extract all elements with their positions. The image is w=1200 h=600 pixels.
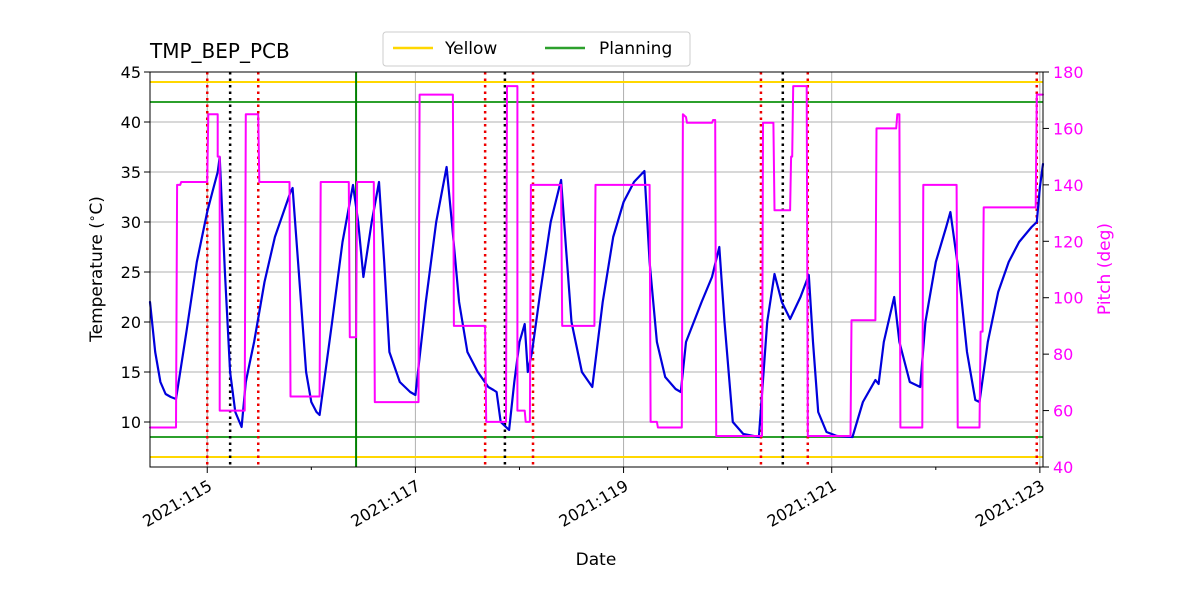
- y-right-tick-label: 180: [1053, 63, 1084, 82]
- legend-label-planning: Planning: [599, 39, 672, 59]
- y-tick-label: 30: [121, 213, 141, 232]
- plot-frame: [149, 71, 1044, 468]
- y-right-tick-label: 80: [1053, 345, 1073, 364]
- series-line-temperature: [148, 155, 1045, 439]
- y-right-tick-label: 40: [1053, 458, 1073, 477]
- y-right-tick-label: 160: [1053, 119, 1084, 138]
- x-axis-title: Date: [576, 550, 617, 570]
- y-axis-title-unit: C): [87, 196, 107, 215]
- limit-lines: [150, 81, 1043, 458]
- y-right-tick-label: 140: [1053, 176, 1084, 195]
- y-tick-label: 20: [121, 313, 141, 332]
- y-tick-label: 45: [121, 63, 141, 82]
- legend-label-yellow: Yellow: [444, 39, 497, 59]
- y-tick-label: 10: [121, 413, 141, 432]
- y-tick-label: 40: [121, 113, 141, 132]
- y-axis-title: Temperature (∘C): [85, 196, 107, 343]
- series-lines: [148, 85, 1045, 439]
- y-tick-label: 25: [121, 263, 141, 282]
- y-axis-title-degree: ∘: [85, 215, 99, 223]
- y-tick-label: 35: [121, 163, 141, 182]
- chart-title: TMP_BEP_PCB: [149, 39, 290, 63]
- y-right-tick-label: 100: [1053, 289, 1084, 308]
- y-right-tick-label: 60: [1053, 402, 1073, 421]
- y-right-tick-label: 120: [1053, 232, 1084, 251]
- legend-box: [382, 31, 691, 67]
- legend: Yellow Planning: [382, 31, 691, 67]
- y-tick-label: 15: [121, 363, 141, 382]
- y-right-axis-title: Pitch (deg): [1095, 223, 1115, 315]
- series-line-pitch: [149, 85, 1044, 437]
- y-axis-title-text: Temperature (: [87, 222, 107, 343]
